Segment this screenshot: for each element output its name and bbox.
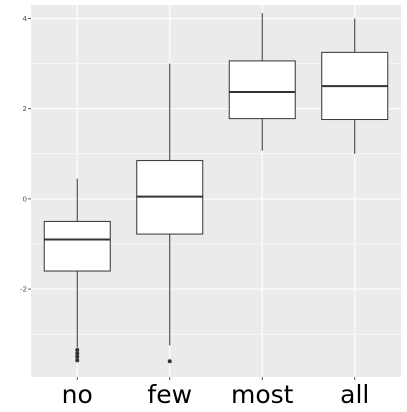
outlier-point xyxy=(75,358,80,363)
y-tick-label: -2 xyxy=(20,286,27,294)
x-axis: no few most all xyxy=(62,377,369,409)
x-tick-label: few xyxy=(147,380,192,407)
x-tick-label: no xyxy=(62,380,93,407)
outlier-point xyxy=(75,347,80,352)
box-iqr xyxy=(43,220,111,272)
x-tick-label: most xyxy=(231,380,294,407)
box-few xyxy=(136,63,204,364)
boxes-layer xyxy=(43,13,389,364)
box-most xyxy=(228,13,296,151)
y-axis: -2 0 2 4 xyxy=(20,15,31,294)
box-all xyxy=(321,18,389,154)
y-tick-label: 0 xyxy=(23,195,27,203)
outlier-point xyxy=(75,351,80,356)
box-iqr xyxy=(228,60,296,120)
outlier-point xyxy=(75,354,80,359)
outlier-point xyxy=(167,359,172,364)
box-no xyxy=(43,178,111,363)
y-tick-label: 4 xyxy=(23,15,28,23)
y-tick-label: 2 xyxy=(23,105,27,113)
x-tick-label: all xyxy=(340,380,369,407)
